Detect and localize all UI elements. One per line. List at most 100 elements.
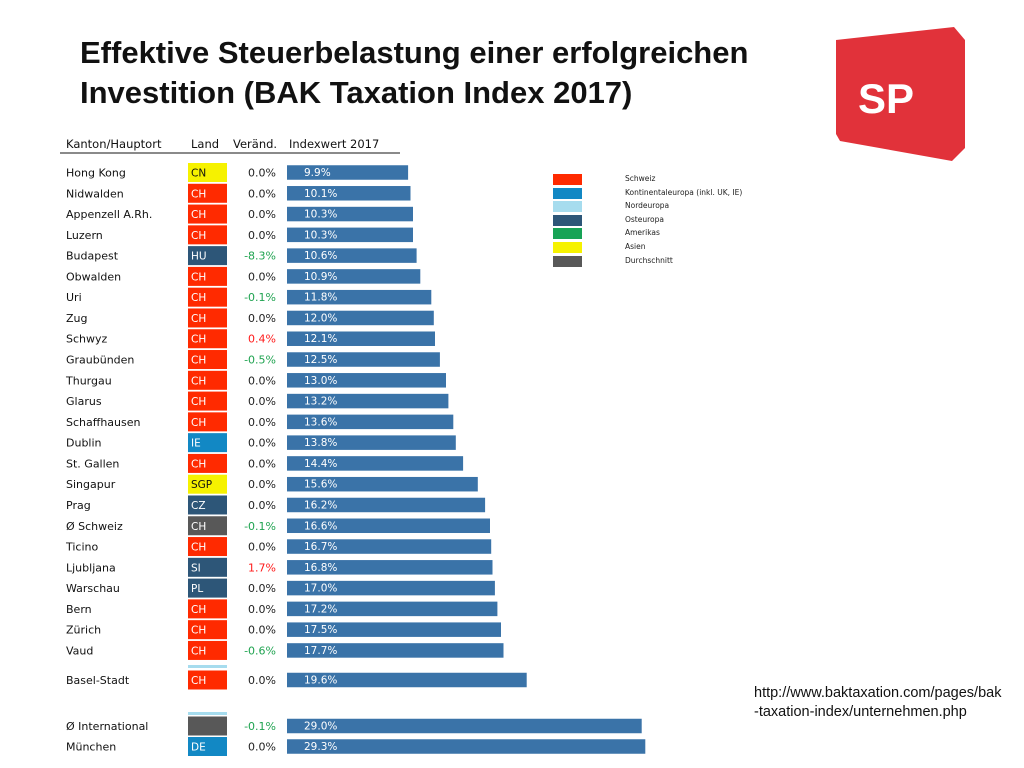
row-name: Ø Schweiz (66, 520, 123, 533)
land-code: CH (191, 417, 206, 429)
land-code: CH (191, 675, 206, 687)
row-name: Luzern (66, 229, 103, 242)
chart-header: Kanton/Hauptort Land Veränd. Indexwert 2017 (60, 137, 400, 154)
bar-label: 16.7% (304, 541, 337, 553)
bar (287, 456, 464, 471)
land-badge (188, 474, 227, 494)
row-name: St. Gallen (66, 457, 119, 470)
table-row: Ø International -0.1% 29.0% (66, 716, 642, 736)
land-badge (188, 183, 227, 203)
separator-line (188, 665, 227, 668)
land-badge (188, 557, 227, 577)
table-row: Singapur SGP 0.0% 15.6% (66, 474, 478, 494)
table-row: Hong Kong CN 0.0% 9.9% (66, 163, 409, 182)
bar-label: 17.2% (304, 603, 337, 615)
bar-label: 10.3% (304, 209, 337, 221)
table-row: Budapest HU -8.3% 10.6% (66, 246, 417, 266)
land-badge (188, 225, 227, 245)
land-badge (188, 204, 227, 224)
sp-logo-text: SP (858, 75, 914, 122)
change-value: 0.0% (248, 457, 276, 470)
separator-line (188, 712, 227, 715)
legend-swatch (553, 228, 582, 240)
bar (287, 739, 646, 754)
land-badge (188, 620, 227, 640)
table-row: Appenzell A.Rh. CH 0.0% 10.3% (66, 204, 413, 224)
change-value: 0.0% (248, 499, 276, 512)
row-name: Ø International (66, 720, 148, 733)
land-code: IE (191, 438, 201, 450)
sp-logo-shape (836, 27, 965, 161)
land-code: CH (191, 396, 206, 408)
change-value: 0.0% (248, 208, 276, 221)
row-name: Vaud (66, 644, 93, 657)
land-code: CH (191, 375, 206, 387)
table-row: Luzern CH 0.0% 10.3% (66, 225, 413, 245)
tax-index-chart: Kanton/Hauptort Land Veränd. Indexwert 2017… (60, 137, 646, 756)
change-value: 0.0% (248, 674, 276, 687)
land-code: CH (191, 271, 206, 283)
legend-swatch (553, 174, 582, 185)
bar (287, 580, 495, 596)
bar-label: 9.9% (304, 167, 331, 179)
bar-label: 10.1% (304, 188, 337, 200)
change-value: 0.0% (248, 437, 276, 450)
change-value: 0.0% (248, 187, 276, 200)
bar-label: 10.6% (304, 250, 337, 262)
change-value: -0.6% (244, 644, 276, 657)
land-code: CN (191, 168, 206, 180)
land-badge (188, 329, 227, 349)
land-code: CH (191, 292, 206, 304)
land-badge (188, 287, 227, 307)
header-veraend: Veränd. (233, 137, 277, 151)
land-badge (188, 350, 227, 370)
bar-label: 13.2% (304, 396, 337, 408)
land-code: CH (191, 334, 206, 346)
bar (287, 672, 527, 688)
row-name: Uri (66, 291, 82, 304)
land-code: CH (191, 521, 206, 533)
row-name: München (66, 741, 116, 754)
table-row: Schwyz CH 0.4% 12.1% (66, 329, 435, 349)
change-value: 0.0% (248, 270, 276, 283)
change-value: 0.0% (248, 541, 276, 554)
table-row: Ø Schweiz CH -0.1% 16.6% (66, 516, 490, 536)
bar-label: 12.0% (304, 312, 337, 324)
change-value: 0.4% (248, 333, 276, 346)
bar-label: 16.6% (304, 520, 337, 532)
bar-label: 16.8% (304, 562, 337, 574)
bar (287, 310, 434, 326)
table-row: München DE 0.0% 29.3% (66, 737, 646, 756)
row-name: Nidwalden (66, 187, 124, 200)
table-row: St. Gallen CH 0.0% 14.4% (66, 453, 464, 473)
legend-label: Amerikas (625, 228, 660, 238)
bar (287, 165, 409, 180)
land-badge (188, 246, 227, 266)
legend-label: Osteuropa (625, 214, 664, 224)
bar (287, 497, 486, 513)
row-name: Warschau (66, 582, 120, 595)
table-row: Thurgau CH 0.0% 13.0% (65, 370, 446, 390)
land-badge (188, 495, 227, 515)
change-value: 0.0% (248, 395, 276, 408)
land-code: CZ (191, 500, 206, 512)
bar-label: 13.0% (304, 375, 337, 387)
land-badge (188, 453, 227, 473)
table-row: Glarus CH 0.0% 13.2% (66, 391, 449, 411)
land-badge (188, 716, 227, 736)
bar-label: 10.9% (304, 271, 337, 283)
row-name: Glarus (66, 395, 102, 408)
land-badge (188, 412, 227, 432)
table-row: Uri CH -0.1% 11.8% (66, 287, 432, 307)
change-value: 0.0% (248, 582, 276, 595)
land-code: CH (191, 230, 206, 242)
land-code: SGP (191, 479, 212, 491)
bar (287, 718, 642, 734)
row-name: Appenzell A.Rh. (66, 208, 152, 221)
land-code: DE (191, 742, 206, 754)
bar (287, 622, 501, 637)
row-name: Schaffhausen (66, 416, 141, 429)
bar-label: 12.1% (304, 333, 337, 345)
table-row: Dublin IE 0.0% 13.8% (66, 433, 456, 453)
land-badge (188, 163, 227, 182)
